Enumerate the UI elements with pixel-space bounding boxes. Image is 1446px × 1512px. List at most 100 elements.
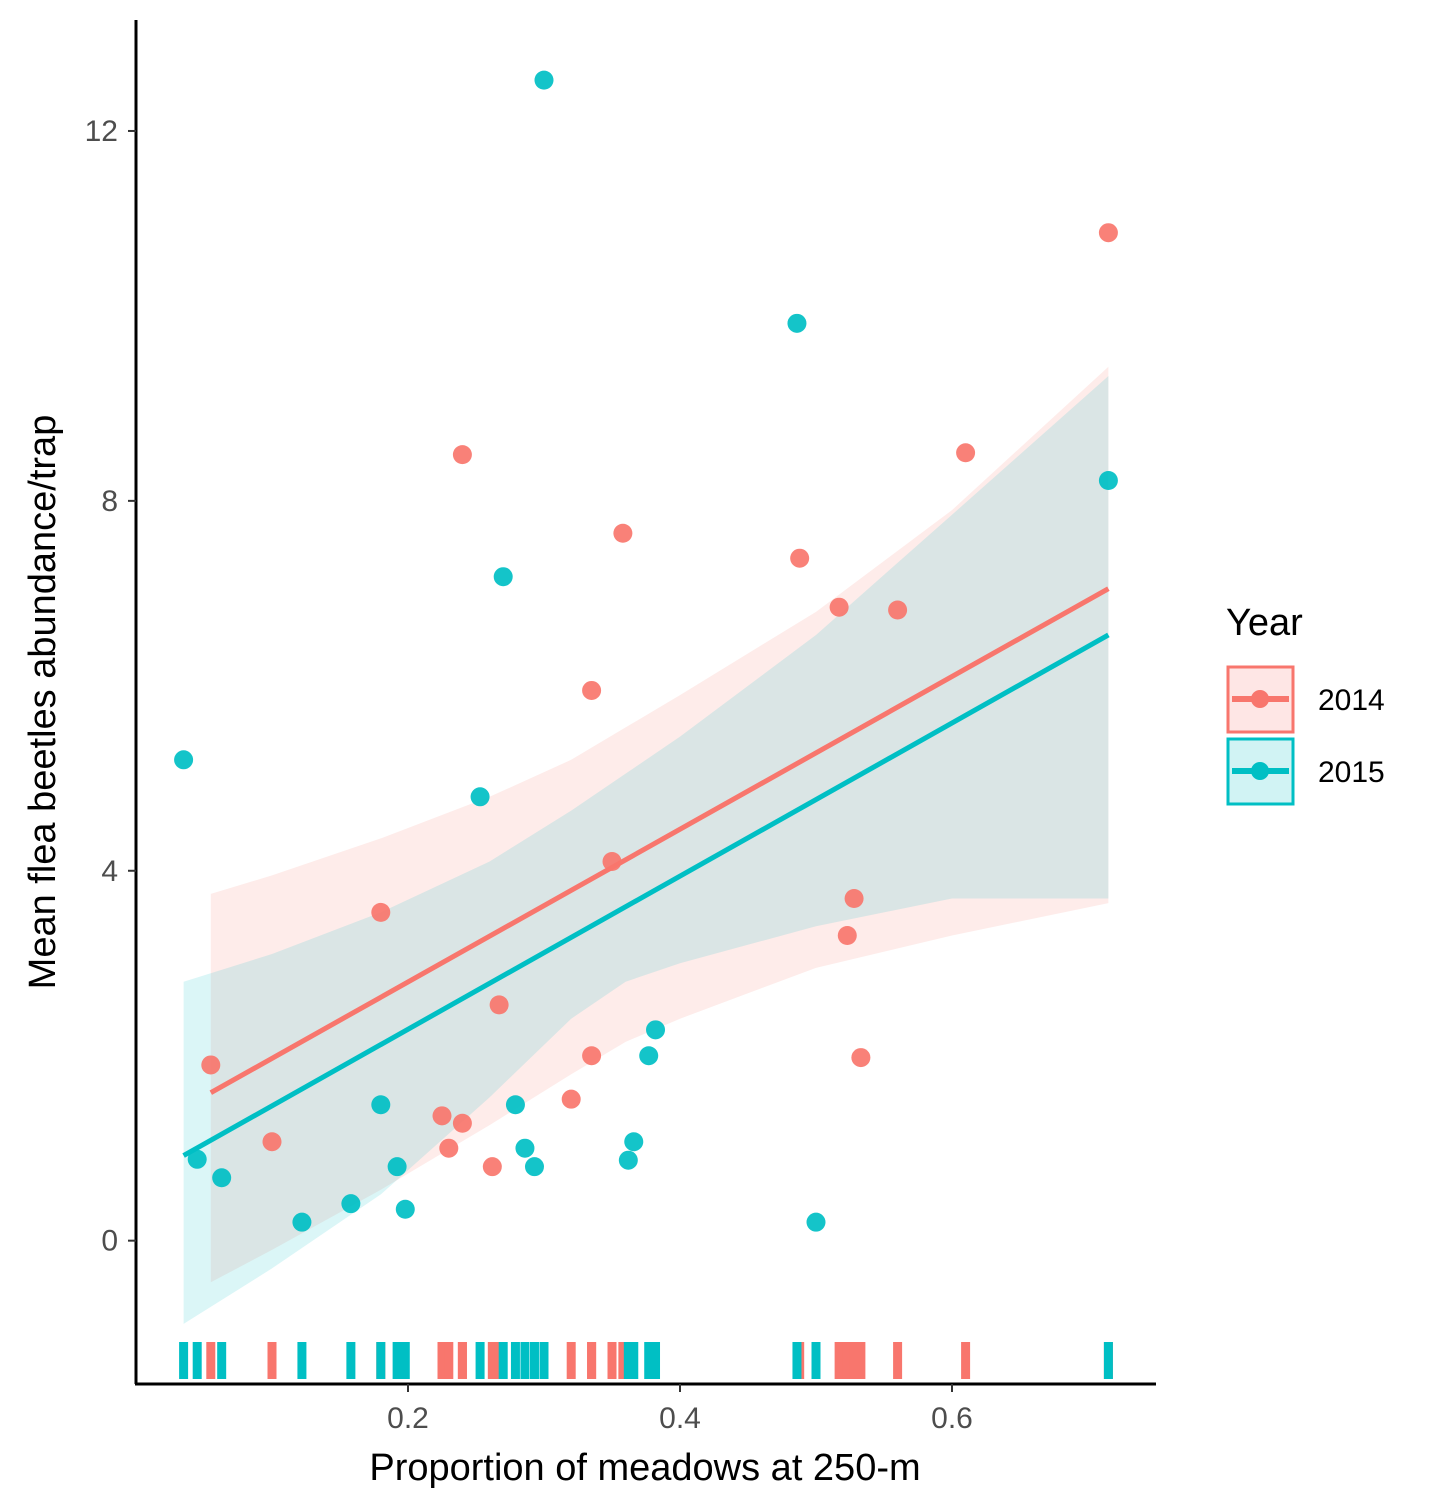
- legend-label-2014: 2014: [1318, 684, 1385, 717]
- confidence-bands: [183, 366, 1109, 1324]
- rug-mark-2015-12: [529, 1342, 539, 1379]
- rug-mark-2015-13: [539, 1342, 549, 1379]
- rug-mark-2015-7: [400, 1342, 410, 1379]
- y-tick-label-1: 4: [101, 855, 118, 888]
- point-2015-10: [505, 1095, 525, 1115]
- rug-mark-2014-3: [437, 1342, 447, 1379]
- point-2015-14: [618, 1150, 638, 1170]
- rug-mark-2015-3: [297, 1342, 307, 1379]
- point-2014-17: [844, 889, 864, 909]
- point-2015-0: [174, 750, 194, 770]
- rug-mark-2015-20: [1103, 1342, 1113, 1379]
- legend-title: Year: [1226, 602, 1303, 644]
- y-tick-label-0: 0: [101, 1225, 118, 1258]
- rug-mark-2014-17: [849, 1342, 859, 1379]
- legend-label-2015: 2015: [1318, 756, 1385, 789]
- point-2015-2: [212, 1168, 232, 1188]
- rug-mark-2014-7: [487, 1342, 497, 1379]
- point-2014-0: [201, 1055, 221, 1075]
- point-2014-6: [452, 1113, 472, 1133]
- rug-marks: [179, 1342, 1113, 1379]
- point-2014-11: [582, 1046, 602, 1066]
- point-2014-18: [851, 1048, 871, 1068]
- point-2015-8: [470, 787, 490, 807]
- rug-mark-2015-10: [510, 1342, 520, 1379]
- point-2014-3: [432, 1106, 452, 1126]
- point-2014-10: [582, 680, 602, 700]
- point-2014-21: [1098, 223, 1118, 243]
- point-2015-4: [341, 1194, 361, 1214]
- rug-mark-2015-8: [475, 1342, 485, 1379]
- y-tick-label-3: 12: [85, 115, 118, 148]
- x-tick-label-0: 0.2: [387, 1402, 429, 1435]
- point-2014-1: [262, 1132, 282, 1152]
- rug-mark-2014-0: [206, 1342, 216, 1379]
- rug-mark-2015-5: [376, 1342, 386, 1379]
- point-2014-7: [482, 1157, 502, 1177]
- fit-line-2014: [209, 586, 1110, 1095]
- point-2015-19: [806, 1212, 826, 1232]
- rug-mark-2014-16: [842, 1342, 852, 1379]
- y-tick-label-2: 8: [101, 485, 118, 518]
- rug-mark-2014-20: [961, 1342, 971, 1379]
- point-2015-3: [292, 1212, 312, 1232]
- point-2014-9: [561, 1089, 581, 1109]
- point-2014-4: [439, 1138, 459, 1158]
- rug-mark-2015-2: [217, 1342, 227, 1379]
- rug-mark-2014-6: [457, 1342, 467, 1379]
- point-2014-12: [602, 852, 622, 872]
- point-2014-2: [371, 902, 391, 922]
- rug-mark-2014-12: [607, 1342, 617, 1379]
- rug-mark-2014-19: [893, 1342, 903, 1379]
- point-2014-14: [790, 548, 810, 568]
- point-2014-16: [837, 925, 857, 945]
- legend-item-2014: 2014: [1226, 665, 1385, 734]
- y-ticks: 0 4 8 12: [85, 115, 136, 1258]
- y-axis-title: Mean flea beetles abundance/trap: [22, 415, 64, 990]
- rug-mark-2015-11: [520, 1342, 530, 1379]
- point-2015-18: [787, 313, 807, 333]
- point-2015-7: [395, 1199, 415, 1219]
- point-2014-19: [888, 600, 908, 620]
- data-points: [174, 70, 1118, 1232]
- point-2015-1: [187, 1149, 207, 1169]
- rug-mark-2015-4: [346, 1342, 356, 1379]
- point-2014-20: [956, 443, 976, 463]
- rug-mark-2015-18: [792, 1342, 802, 1379]
- legend-item-2015: 2015: [1226, 737, 1385, 806]
- rug-mark-2015-14: [623, 1342, 633, 1379]
- point-2015-9: [493, 567, 513, 587]
- rug-mark-2014-11: [587, 1342, 597, 1379]
- point-2015-12: [524, 1157, 544, 1177]
- legend: Year 2014 2015: [1226, 602, 1385, 806]
- x-ticks: 0.2 0.4 0.6: [387, 1384, 973, 1435]
- x-tick-label-2: 0.6: [931, 1402, 973, 1435]
- point-2015-13: [534, 70, 554, 90]
- point-2014-15: [829, 597, 849, 617]
- point-2015-20: [1098, 471, 1118, 491]
- rug-mark-2015-0: [179, 1342, 189, 1379]
- rug-mark-2015-16: [644, 1342, 654, 1379]
- legend-key-dot-2014: [1251, 690, 1269, 708]
- point-2014-8: [489, 995, 509, 1015]
- point-2015-6: [387, 1157, 407, 1177]
- point-2015-15: [624, 1132, 644, 1152]
- rug-mark-2014-4: [444, 1342, 454, 1379]
- rug-mark-2014-15: [834, 1342, 844, 1379]
- fit-line-2015: [182, 632, 1110, 1158]
- rug-mark-2014-1: [267, 1342, 277, 1379]
- point-2014-13: [613, 523, 633, 543]
- rug-mark-2014-9: [566, 1342, 576, 1379]
- point-2014-5: [452, 445, 472, 465]
- ci-band-2014: [210, 366, 1109, 1283]
- x-tick-label-1: 0.4: [659, 1402, 701, 1435]
- point-2015-11: [515, 1138, 535, 1158]
- rug-mark-2015-19: [811, 1342, 821, 1379]
- point-2015-17: [646, 1020, 666, 1040]
- rug-mark-2015-6: [392, 1342, 402, 1379]
- rug-mark-2014-13: [618, 1342, 628, 1379]
- rug-mark-2015-9: [498, 1342, 508, 1379]
- point-2015-16: [639, 1046, 659, 1066]
- rug-mark-2014-18: [856, 1342, 866, 1379]
